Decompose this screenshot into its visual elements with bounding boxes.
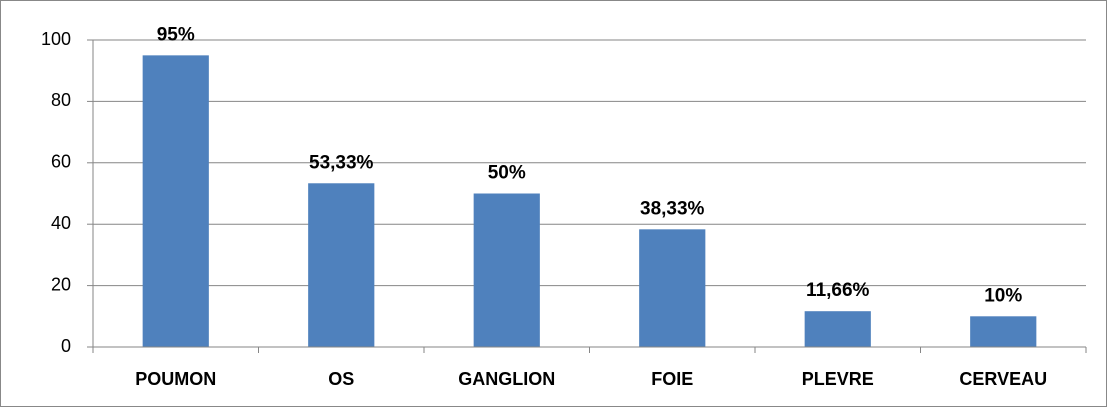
value-label: 10% [984,285,1022,306]
x-tick-label: CERVEAU [959,369,1047,389]
x-tick-label: OS [328,369,354,389]
x-tick-label: FOIE [651,369,693,389]
value-label: 11,66% [806,280,869,301]
y-tick-label: 100 [41,29,71,49]
value-label: 38,33% [640,198,705,219]
x-tick-label: GANGLION [458,369,555,389]
value-label: 50% [488,163,526,184]
y-tick-label: 60 [51,152,71,172]
x-tick-label: PLEVRE [802,369,874,389]
value-label: 53,33% [309,152,374,173]
bar [142,55,209,347]
y-tick-label: 0 [61,336,71,356]
y-tick-label: 80 [51,90,71,110]
bar [308,183,375,347]
bar [970,316,1037,347]
y-tick-label: 20 [51,274,71,294]
bar [473,193,540,347]
y-tick-label: 40 [51,213,71,233]
value-label: 95% [157,24,195,45]
bar [804,311,871,347]
x-tick-label: POUMON [135,369,216,389]
bar [639,229,706,347]
